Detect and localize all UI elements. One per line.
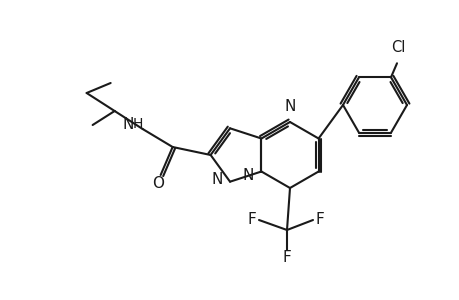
Text: N: N — [284, 99, 295, 114]
Text: H: H — [132, 117, 142, 131]
Text: F: F — [282, 250, 291, 266]
Text: O: O — [151, 176, 163, 191]
Text: N: N — [211, 172, 223, 187]
Text: N: N — [123, 116, 134, 131]
Text: N: N — [241, 168, 253, 183]
Text: F: F — [247, 212, 256, 227]
Text: F: F — [315, 212, 324, 227]
Text: Cl: Cl — [390, 40, 404, 55]
